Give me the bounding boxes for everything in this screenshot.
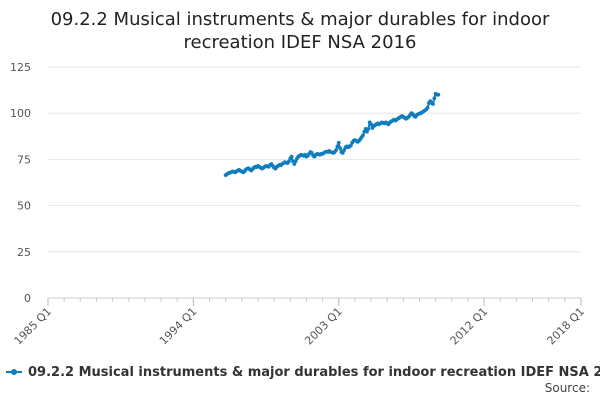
gridlines [48,66,581,253]
data-point [338,146,342,151]
x-tick-label: 2012 Q1 [448,305,491,348]
data-point [369,122,373,127]
data-point [436,92,441,97]
y-tick-label: 50 [17,200,31,213]
data-point [432,96,437,101]
chart-title-line-2: recreation IDEF NSA 2016 [183,32,417,53]
x-tick-label: 2003 Q1 [302,305,345,348]
chart-title-line-1: 09.2.2 Musical instruments & major durab… [50,9,550,30]
axes: 0 25 50 75 100 125 1985 Q1 1994 Q1 2003 Q1 2012 Q… [10,61,587,347]
y-tick-label: 25 [17,246,31,259]
source-note: Source: [544,381,590,395]
legend[interactable]: 09.2.2 Musical instruments & major durab… [6,363,600,381]
x-tick-label: 2018 Q1 [545,305,588,348]
y-tick-label: 125 [10,61,31,74]
y-tick-label: 75 [17,153,31,166]
legend-label: 09.2.2 Musical instruments & major durab… [28,364,600,380]
y-tick-label: 0 [24,292,31,305]
data-point [361,133,365,138]
data-point [336,140,341,145]
series-line [224,92,440,177]
data-point [335,144,340,149]
data-point [289,154,294,159]
data-point [366,127,371,131]
x-tick-label: 1994 Q1 [157,305,200,348]
data-point [425,105,430,110]
y-tick-label: 100 [10,107,31,120]
data-point [431,102,435,106]
chart-title: 09.2.2 Musical instruments & major durab… [0,8,600,54]
legend-line-marker-icon [6,367,22,377]
x-tick-label: 1985 Q1 [12,305,55,348]
series-layer [223,91,441,178]
data-point [334,148,338,153]
